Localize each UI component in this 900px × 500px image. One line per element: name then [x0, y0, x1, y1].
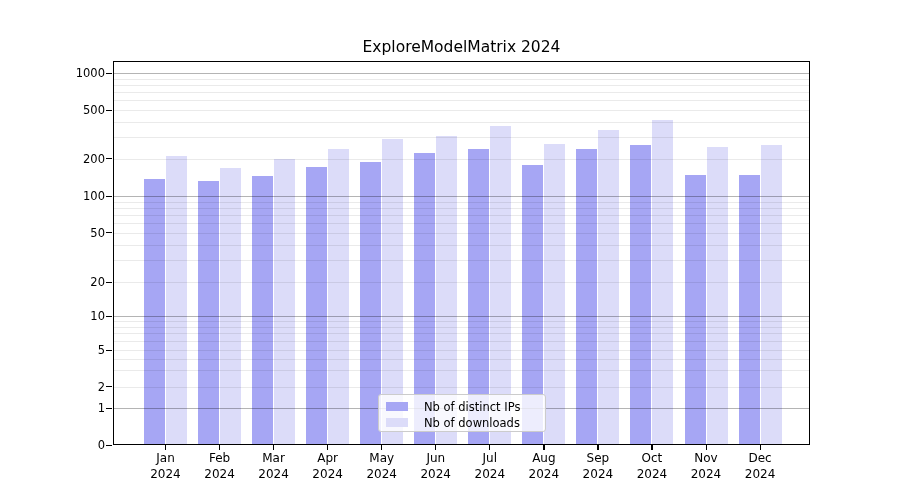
x-tick-mark	[543, 445, 544, 450]
y-tick-mark	[106, 73, 112, 74]
legend-label: Nb of distinct IPs	[424, 400, 520, 414]
x-tick-mark	[706, 445, 707, 450]
legend-row: Nb of distinct IPs	[386, 399, 545, 414]
x-tick-label: Aug2024	[514, 451, 574, 482]
y-tick-label: 50	[40, 226, 105, 240]
y-tick-mark	[106, 350, 112, 351]
chart-title: ExploreModelMatrix 2024	[113, 38, 810, 58]
x-tick-label: Jan2024	[136, 451, 196, 482]
x-tick-mark	[327, 445, 328, 450]
x-tick-label: May2024	[352, 451, 412, 482]
x-tick-mark	[489, 445, 490, 450]
x-tick-label: Mar2024	[244, 451, 304, 482]
bar-distinct-ips	[306, 167, 327, 445]
x-tick-label: Sep2024	[568, 451, 628, 482]
y-tick-label: 200	[40, 152, 105, 166]
y-tick-mark	[106, 196, 112, 197]
y-tick-mark	[106, 158, 112, 159]
gridline-minor	[114, 79, 809, 80]
y-tick-label: 0	[40, 438, 105, 452]
x-tick-mark	[760, 445, 761, 450]
gridline-minor	[114, 92, 809, 93]
x-tick-label: Oct2024	[622, 451, 682, 482]
gridline-minor	[114, 100, 809, 101]
y-tick-label: 1	[40, 401, 105, 415]
bar-downloads	[220, 168, 241, 445]
bar-downloads	[598, 130, 619, 445]
bar-downloads	[652, 120, 673, 445]
x-tick-label: Nov2024	[676, 451, 736, 482]
bar-distinct-ips	[198, 181, 219, 445]
x-tick-mark	[381, 445, 382, 450]
y-tick-mark	[106, 282, 112, 283]
bar-downloads	[328, 149, 349, 445]
y-tick-mark	[106, 408, 112, 409]
gridline-major	[114, 73, 809, 74]
bar-downloads	[274, 159, 295, 445]
y-tick-mark	[106, 386, 112, 387]
legend: Nb of distinct IPs Nb of downloads	[378, 394, 546, 432]
x-tick-label: Feb2024	[190, 451, 250, 482]
gridline-minor	[114, 122, 809, 123]
bar-distinct-ips	[252, 176, 273, 445]
gridline-minor	[114, 85, 809, 86]
x-tick-mark	[219, 445, 220, 450]
legend-swatch	[386, 418, 408, 427]
y-tick-label: 500	[40, 103, 105, 117]
x-tick-label: Jun2024	[406, 451, 466, 482]
x-tick-label: Jul2024	[460, 451, 520, 482]
y-tick-label: 5	[40, 343, 105, 357]
bar-downloads	[761, 145, 782, 445]
y-tick-mark	[106, 316, 112, 317]
bar-downloads	[707, 147, 728, 445]
legend-row: Nb of downloads	[386, 415, 545, 430]
chart-canvas: ExploreModelMatrix 2024 0 1 2 5 10 20 50 100 200…	[0, 0, 900, 500]
y-tick-label: 10	[40, 309, 105, 323]
x-tick-mark	[597, 445, 598, 450]
gridline-minor	[114, 110, 809, 111]
y-tick-label: 100	[40, 189, 105, 203]
bar-distinct-ips	[739, 175, 760, 445]
legend-swatch	[386, 402, 408, 411]
y-tick-mark	[106, 232, 112, 233]
x-tick-mark	[435, 445, 436, 450]
bar-distinct-ips	[144, 179, 165, 445]
y-tick-mark	[106, 445, 112, 446]
x-tick-mark	[651, 445, 652, 450]
bar-distinct-ips	[630, 145, 651, 445]
x-tick-mark	[165, 445, 166, 450]
x-tick-mark	[273, 445, 274, 450]
y-tick-label: 20	[40, 275, 105, 289]
gridline-minor	[114, 137, 809, 138]
bar-distinct-ips	[576, 149, 597, 445]
bar-downloads	[166, 156, 187, 445]
y-tick-label: 1000	[40, 66, 105, 80]
legend-label: Nb of downloads	[424, 416, 520, 430]
gridline-minor	[114, 159, 809, 160]
bar-distinct-ips	[685, 175, 706, 445]
bar-downloads	[544, 144, 565, 445]
x-tick-label: Dec2024	[730, 451, 790, 482]
y-tick-label: 2	[40, 380, 105, 394]
x-tick-label: Apr2024	[298, 451, 358, 482]
y-tick-mark	[106, 110, 112, 111]
